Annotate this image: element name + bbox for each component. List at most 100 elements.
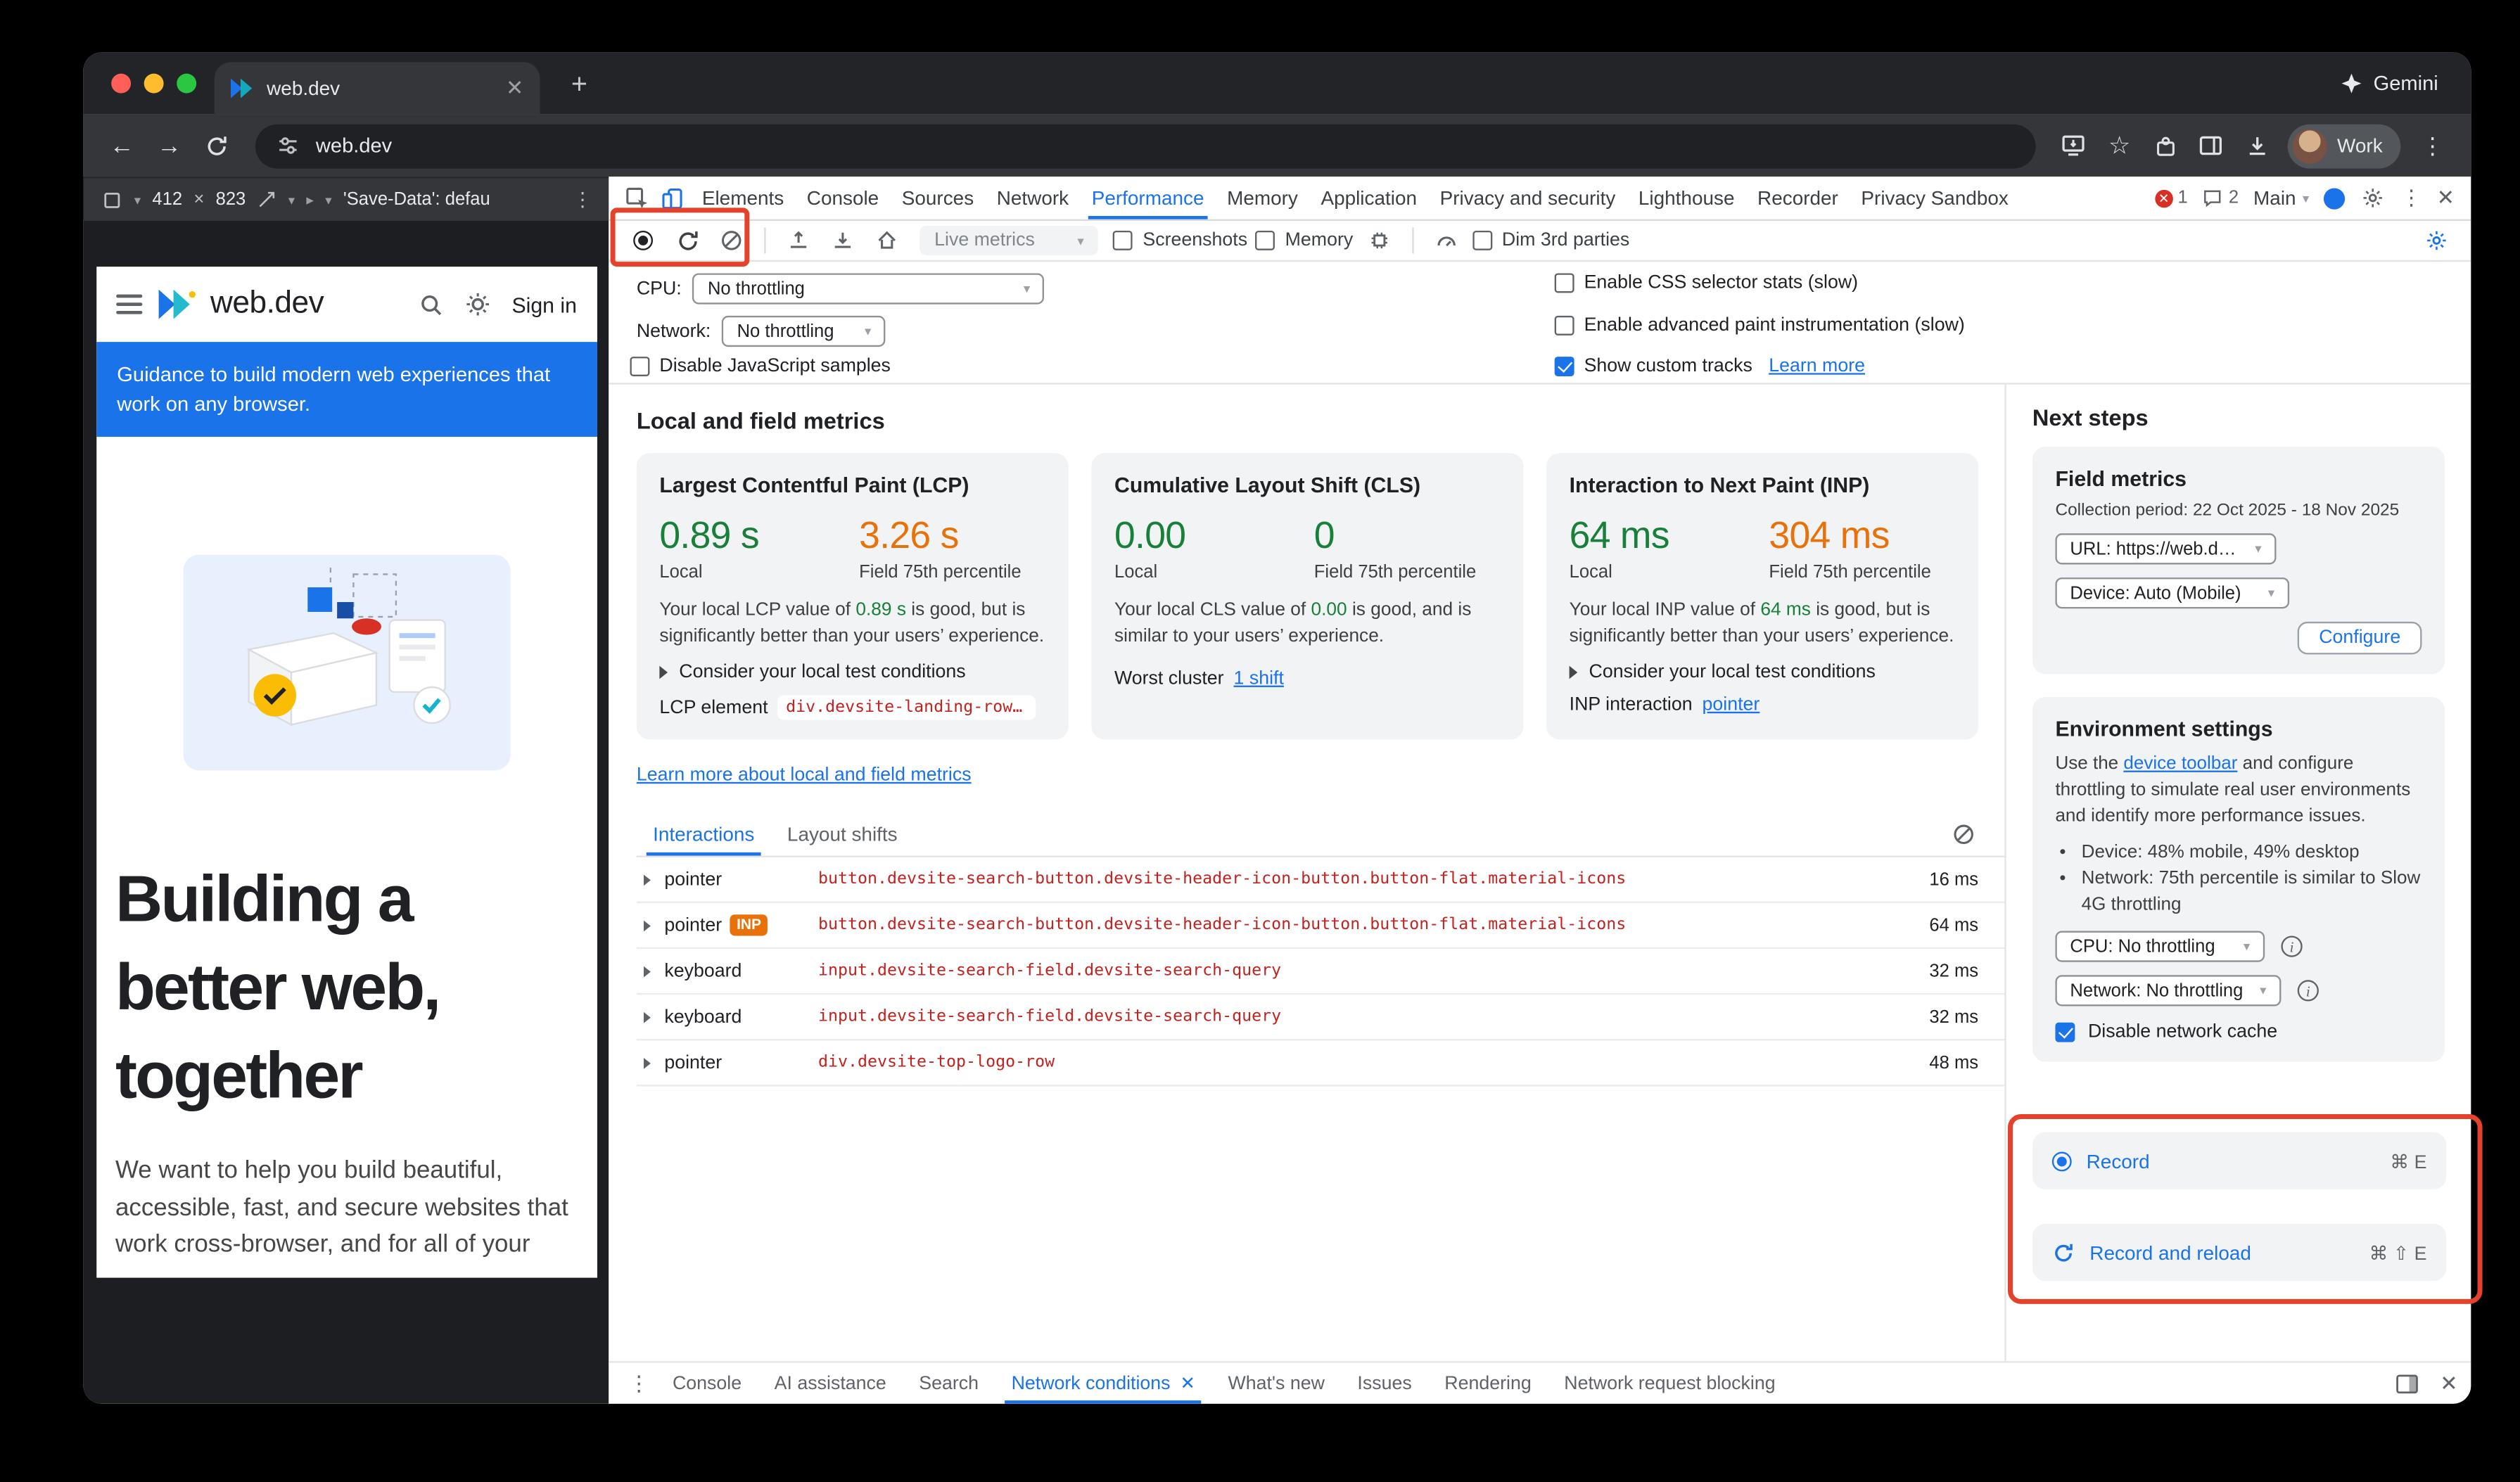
close-window-button[interactable] [111,73,132,94]
drawer-menu-icon[interactable]: ⋮ [628,1370,650,1395]
side-panel-icon[interactable] [2190,124,2232,167]
drawer-tab-rendering[interactable]: Rendering [1444,1373,1532,1393]
close-tab-icon[interactable]: ✕ [505,75,524,100]
chevron-down-icon[interactable]: ▾ [325,192,332,207]
dim-3rd-parties-checkbox[interactable]: Dim 3rd parties [1472,230,1629,250]
sign-in-button[interactable]: Sign in [511,292,577,317]
throttle-value[interactable]: 'Save-Data': defau [343,189,490,210]
device-toolbar-link[interactable]: device toolbar [2123,754,2238,774]
tab-elements[interactable]: Elements [701,186,784,210]
clear-icon[interactable] [713,224,749,257]
tab-layout-shifts[interactable]: Layout shifts [787,822,898,845]
field-url-select[interactable]: URL: https://web.dev/ ▾ [2055,533,2277,565]
webdev-logo-icon[interactable] [156,288,196,321]
paint-instrumentation-checkbox[interactable]: Enable advanced paint instrumentation (s… [1554,315,1965,336]
tab-lighthouse[interactable]: Lighthouse [1638,186,1735,210]
info-icon[interactable]: i [2281,935,2303,957]
drawer-tab-console[interactable]: Console [672,1373,742,1393]
drawer-tab-search[interactable]: Search [919,1373,979,1393]
record-button[interactable]: Record ⌘ E [2032,1132,2447,1190]
rotate-icon[interactable]: ▸ [306,190,314,207]
save-profile-icon[interactable] [825,224,860,257]
interaction-target[interactable]: input.devsite-search-field.devsite-searc… [818,1007,1282,1026]
tab-sources[interactable]: Sources [901,186,974,210]
close-drawer-icon[interactable]: ✕ [2440,1370,2458,1395]
interaction-row[interactable]: pointer INP button.devsite-search-button.… [636,903,2005,950]
screenshots-checkbox[interactable]: Screenshots [1113,230,1247,250]
drawer-tab-issues[interactable]: Issues [1357,1373,1412,1393]
inspect-element-icon[interactable] [618,181,654,215]
memory-checkbox[interactable]: Memory [1255,230,1353,250]
interaction-row[interactable]: pointer button.devsite-search-button.dev… [636,857,2005,904]
configure-button[interactable]: Configure [2297,621,2422,655]
tab-memory[interactable]: Memory [1227,186,1298,210]
search-icon[interactable] [419,292,443,317]
device-toolbar-menu-icon[interactable]: ⋮ [573,188,593,212]
drawer-tab-network-request-blocking[interactable]: Network request blocking [1564,1373,1776,1393]
browser-menu-icon[interactable]: ⋮ [2421,132,2444,158]
bookmark-star-icon[interactable]: ☆ [2108,132,2131,160]
interaction-target[interactable]: button.devsite-search-button.devsite-hea… [818,870,1627,889]
downloads-icon[interactable] [2236,124,2278,167]
network-throttling-select[interactable]: No throttling ▾ [722,315,886,347]
chevron-right-icon[interactable] [643,1056,651,1068]
record-and-reload-icon[interactable] [669,224,705,257]
chevron-right-icon[interactable] [643,965,651,977]
tab-privacy-security[interactable]: Privacy and security [1439,186,1616,210]
console-errors-badge[interactable]: ✕ 1 [2154,188,2188,207]
forward-button[interactable]: → [157,132,182,160]
minimize-window-button[interactable] [144,73,164,94]
device-dimensions-icon[interactable] [100,184,123,217]
tab-privacy-sandbox[interactable]: Privacy Sandbox [1861,186,2009,210]
toggle-device-toolbar-icon[interactable] [654,181,690,215]
interaction-row[interactable]: keyboard input.devsite-search-field.devs… [636,949,2005,995]
tab-console[interactable]: Console [806,186,879,210]
learn-more-link[interactable]: Learn more [1769,357,1865,376]
hamburger-menu-icon[interactable] [115,294,142,314]
gemini-button[interactable]: Gemini [2342,52,2438,114]
field-device-select[interactable]: Device: Auto (Mobile) ▾ [2055,577,2290,609]
tab-network[interactable]: Network [996,186,1069,210]
record-and-reload-button[interactable]: Record and reload ⌘ ⇧ E [2032,1223,2447,1282]
drawer-tab-network-conditions[interactable]: Network conditions ✕ [995,1363,1211,1404]
capture-settings-gear-icon[interactable] [2419,224,2455,257]
env-cpu-select[interactable]: CPU: No throttling ▾ [2055,931,2265,962]
chevron-down-icon[interactable]: ▾ [134,192,141,207]
home-live-metrics-icon[interactable] [869,224,905,257]
back-button[interactable]: ← [109,132,134,160]
chevron-down-icon[interactable]: ▾ [288,192,295,207]
worst-cluster-link[interactable]: 1 shift [1233,669,1284,689]
tab-interactions[interactable]: Interactions [637,812,771,856]
interaction-row[interactable]: keyboard input.devsite-search-field.devs… [636,995,2005,1041]
tab-recorder[interactable]: Recorder [1757,186,1838,210]
devtools-menu-icon[interactable]: ⋮ [2400,184,2422,210]
viewport-width[interactable]: 412 [152,189,183,210]
gauge-icon[interactable] [1428,224,1464,257]
learn-metrics-link[interactable]: Learn more about local and field metrics [636,765,972,786]
maximize-window-button[interactable] [177,73,197,94]
new-tab-button[interactable]: + [571,68,587,100]
cpu-throttling-select[interactable]: No throttling ▾ [693,273,1045,305]
extensions-puzzle-icon[interactable] [2144,124,2187,167]
tab-application[interactable]: Application [1321,186,1418,210]
record-icon[interactable] [625,224,661,257]
dock-side-icon[interactable] [2395,1374,2419,1393]
browser-tab[interactable]: web.dev ✕ [214,62,540,115]
test-conditions-expander[interactable]: Consider your local test conditions [659,663,1045,682]
install-page-icon[interactable] [2052,124,2094,167]
info-icon[interactable]: i [2297,980,2319,1002]
chevron-right-icon[interactable] [643,1011,651,1023]
load-profile-icon[interactable] [781,224,817,257]
disable-network-cache-checkbox[interactable]: Disable network cache [2055,1022,2422,1042]
zoom-icon[interactable] [257,184,277,217]
network-throttle-icon[interactable] [1361,224,1397,257]
test-conditions-expander[interactable]: Consider your local test conditions [1569,663,1956,682]
clear-log-icon[interactable] [1946,817,1982,850]
viewport-height[interactable]: 823 [215,189,246,210]
close-devtools-icon[interactable]: ✕ [2436,184,2455,210]
drawer-tab-ai-assistance[interactable]: AI assistance [774,1373,886,1393]
profile-button[interactable]: Work [2288,123,2401,168]
reload-button[interactable] [195,124,239,168]
inp-interaction-link[interactable]: pointer [1702,695,1760,715]
devtools-settings-gear-icon[interactable] [2360,181,2386,215]
